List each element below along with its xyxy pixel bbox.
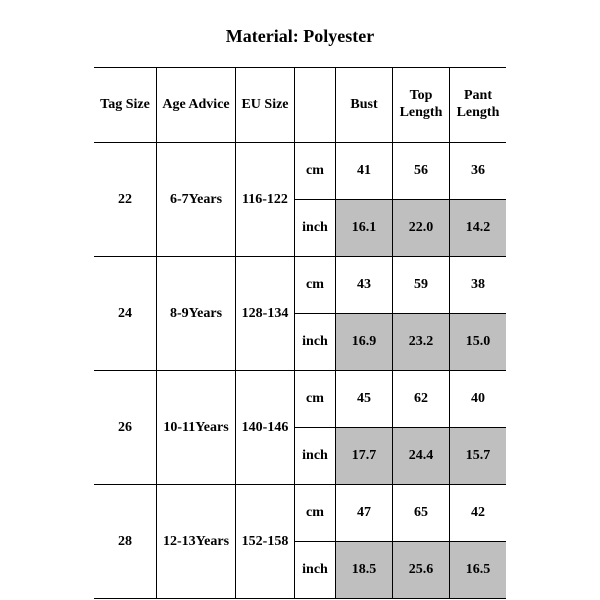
col-tag-size: Tag Size [94,68,157,143]
cell-age-advice: 10-11Years [157,371,236,485]
table-row: 22 6-7Years 116-122 cm 41 56 36 [94,143,506,200]
cell-unit-cm: cm [295,371,336,428]
cell-unit-cm: cm [295,485,336,542]
cell-tag-size: 22 [94,143,157,257]
cell-pant-length: 15.7 [450,428,507,485]
cell-top-length: 65 [393,485,450,542]
cell-eu-size: 152-158 [236,485,295,599]
cell-pant-length: 40 [450,371,507,428]
col-unit [295,68,336,143]
cell-tag-size: 26 [94,371,157,485]
cell-pant-length: 14.2 [450,200,507,257]
cell-bust: 16.1 [336,200,393,257]
col-top-length: Top Length [393,68,450,143]
cell-age-advice: 6-7Years [157,143,236,257]
cell-unit-inch: inch [295,428,336,485]
cell-bust: 43 [336,257,393,314]
cell-bust: 18.5 [336,542,393,599]
col-pant-length: Pant Length [450,68,507,143]
page-title: Material: Polyester [0,0,600,67]
cell-age-advice: 12-13Years [157,485,236,599]
table-row: 26 10-11Years 140-146 cm 45 62 40 [94,371,506,428]
table-header-row: Tag Size Age Advice EU Size Bust Top Len… [94,68,506,143]
cell-unit-inch: inch [295,314,336,371]
cell-unit-cm: cm [295,143,336,200]
cell-eu-size: 116-122 [236,143,295,257]
cell-unit-cm: cm [295,257,336,314]
cell-unit-inch: inch [295,542,336,599]
table-row: 24 8-9Years 128-134 cm 43 59 38 [94,257,506,314]
cell-pant-length: 16.5 [450,542,507,599]
cell-top-length: 59 [393,257,450,314]
cell-top-length: 25.6 [393,542,450,599]
cell-age-advice: 8-9Years [157,257,236,371]
col-eu-size: EU Size [236,68,295,143]
cell-bust: 41 [336,143,393,200]
cell-bust: 45 [336,371,393,428]
col-age-advice: Age Advice [157,68,236,143]
cell-tag-size: 28 [94,485,157,599]
cell-top-length: 24.4 [393,428,450,485]
cell-pant-length: 42 [450,485,507,542]
cell-pant-length: 36 [450,143,507,200]
cell-eu-size: 140-146 [236,371,295,485]
cell-bust: 16.9 [336,314,393,371]
cell-top-length: 62 [393,371,450,428]
size-table: Tag Size Age Advice EU Size Bust Top Len… [94,67,506,599]
cell-pant-length: 15.0 [450,314,507,371]
cell-bust: 47 [336,485,393,542]
cell-top-length: 56 [393,143,450,200]
cell-tag-size: 24 [94,257,157,371]
cell-eu-size: 128-134 [236,257,295,371]
cell-top-length: 22.0 [393,200,450,257]
col-bust: Bust [336,68,393,143]
cell-top-length: 23.2 [393,314,450,371]
cell-bust: 17.7 [336,428,393,485]
cell-unit-inch: inch [295,200,336,257]
cell-pant-length: 38 [450,257,507,314]
table-row: 28 12-13Years 152-158 cm 47 65 42 [94,485,506,542]
